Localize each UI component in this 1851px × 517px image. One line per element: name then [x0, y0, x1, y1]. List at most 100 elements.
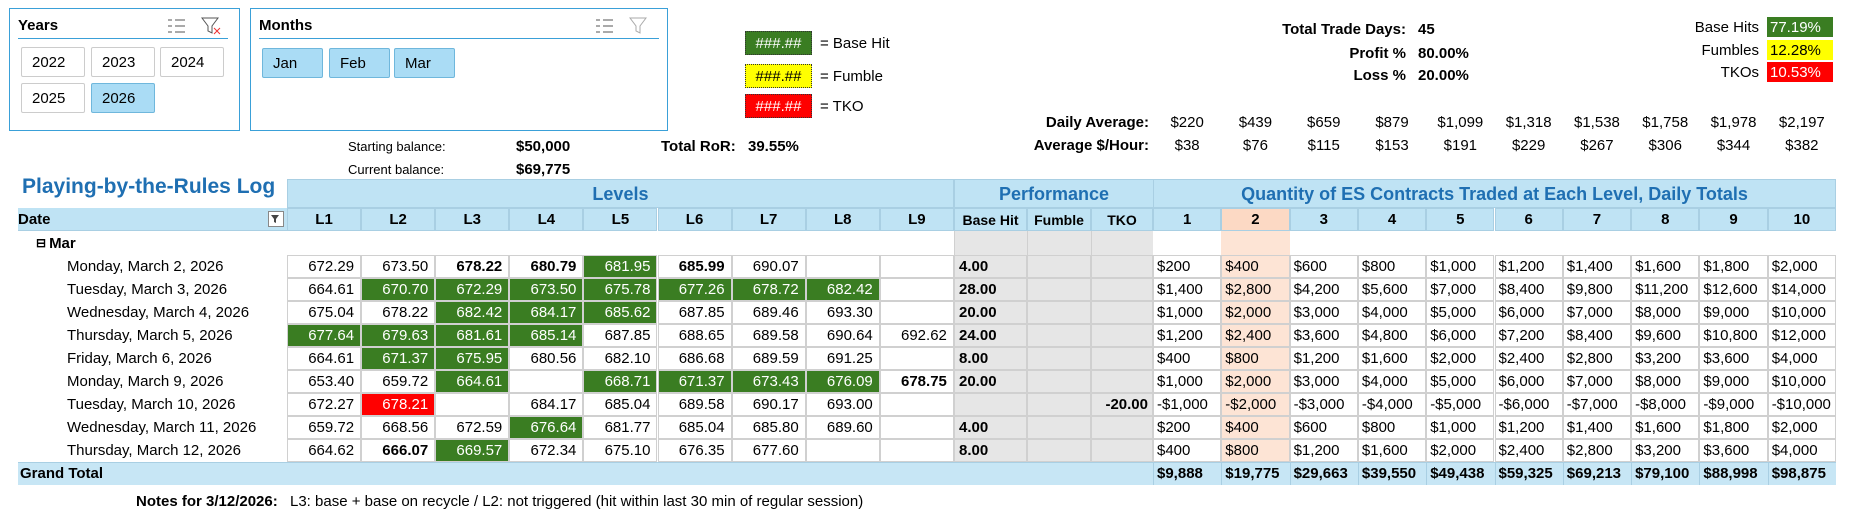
average-value: $229 — [1511, 136, 1546, 154]
level-cell: 675.10 — [583, 439, 658, 462]
total-cell: $1,800 — [1699, 255, 1768, 278]
header-cell: Date — [18, 208, 287, 231]
date-cell: Tuesday, March 3, 2026 — [67, 281, 228, 298]
slicer-button[interactable]: Mar — [394, 48, 455, 78]
level-cell: 693.00 — [805, 393, 880, 416]
balance-value: $69,775 — [516, 160, 571, 178]
slicer-button[interactable]: Feb — [329, 48, 390, 78]
level-cell: 690.64 — [805, 324, 880, 347]
level-cell: 690.07 — [731, 255, 806, 278]
slicer-button[interactable]: 2024 — [160, 47, 224, 77]
date-cell: Monday, March 2, 2026 — [67, 258, 224, 275]
level-cell: 686.68 — [657, 347, 732, 370]
header-cell: 7 — [1562, 208, 1632, 231]
legend-label: = Fumble — [820, 67, 883, 85]
level-cell: 672.59 — [435, 416, 510, 439]
total-cell: $7,000 — [1562, 301, 1632, 324]
level-cell: 676.35 — [657, 439, 732, 462]
summary-label: Profit % — [1349, 44, 1406, 62]
level-cell: 687.85 — [583, 324, 658, 347]
date-cell: Thursday, March 12, 2026 — [67, 442, 241, 459]
ror-label: Total RoR: — [661, 137, 736, 155]
group-header: Quantity of ES Contracts Traded at Each … — [1153, 179, 1836, 208]
level-cell: 693.30 — [805, 301, 880, 324]
total-cell: $1,000 — [1426, 255, 1495, 278]
level-cell — [805, 255, 880, 278]
level-cell — [879, 416, 954, 439]
performance-cell: 8.00 — [954, 439, 1027, 462]
slicer-button[interactable]: Jan — [262, 48, 323, 78]
date-cell: Thursday, March 5, 2026 — [67, 327, 233, 344]
level-cell: 689.60 — [805, 416, 880, 439]
performance-cell: 20.00 — [954, 301, 1027, 324]
level-cell: 682.42 — [435, 301, 510, 324]
level-cell: 678.22 — [361, 301, 436, 324]
total-cell: $1,200 — [1289, 347, 1358, 370]
header-cell: Base Hit — [954, 208, 1027, 231]
average-label: Daily Average: — [1045, 113, 1149, 131]
performance-cell — [1027, 439, 1091, 462]
total-cell: $4,800 — [1357, 324, 1427, 347]
total-cell: -$3,000 — [1289, 393, 1358, 416]
total-cell: $3,200 — [1631, 439, 1700, 462]
grand-total-cell: $49,438 — [1426, 462, 1494, 485]
summary-value: 80.00% — [1418, 44, 1469, 62]
level-cell — [879, 439, 954, 462]
total-cell: $400 — [1221, 255, 1290, 278]
total-cell: $1,000 — [1426, 416, 1495, 439]
date-cell: Wednesday, March 11, 2026 — [67, 419, 257, 436]
slicer-rule — [259, 38, 659, 39]
total-cell: $5,600 — [1357, 278, 1427, 301]
header-cell: 10 — [1767, 208, 1836, 231]
total-cell: -$9,000 — [1699, 393, 1768, 416]
total-cell: -$1,000 — [1153, 393, 1222, 416]
performance-cell — [1091, 347, 1153, 370]
total-cell: $4,000 — [1767, 439, 1836, 462]
header-cell: 2 — [1221, 208, 1290, 231]
slicer-button[interactable]: 2025 — [21, 83, 85, 113]
level-cell: 677.60 — [731, 439, 806, 462]
legend-swatch: ###.## — [745, 94, 812, 118]
performance-cell — [1027, 393, 1091, 416]
notes-label: Notes for 3/12/2026: — [136, 492, 278, 510]
level-cell: 672.27 — [287, 393, 362, 416]
slicer-button[interactable]: 2026 — [91, 83, 155, 113]
grand-total-cell: $69,213 — [1562, 462, 1631, 485]
total-cell: -$5,000 — [1426, 393, 1495, 416]
header-cell: L2 — [361, 208, 436, 231]
level-cell: 691.25 — [805, 347, 880, 370]
performance-cell — [1091, 324, 1153, 347]
total-cell: $7,000 — [1562, 370, 1632, 393]
slicer-icons[interactable] — [594, 15, 654, 37]
total-cell: $4,200 — [1289, 278, 1358, 301]
slicer-button[interactable]: 2023 — [91, 47, 155, 77]
summary-value: 20.00% — [1418, 66, 1469, 84]
date-cell: Wednesday, March 4, 2026 — [67, 304, 250, 321]
header-cell: L8 — [805, 208, 880, 231]
total-cell: $14,000 — [1767, 278, 1836, 301]
total-cell: $5,000 — [1426, 301, 1495, 324]
performance-cell — [1027, 255, 1091, 278]
group-header: Performance — [954, 179, 1154, 208]
average-value: $382 — [1785, 136, 1819, 154]
rate-value: 12.28% — [1767, 40, 1833, 60]
slicer-button[interactable]: 2022 — [21, 47, 85, 77]
total-cell: $6,000 — [1494, 301, 1563, 324]
filter-button[interactable] — [268, 211, 284, 227]
level-cell: 671.37 — [657, 370, 732, 393]
total-cell: $1,200 — [1494, 255, 1563, 278]
total-cell: $10,000 — [1767, 301, 1836, 324]
collapse-icon[interactable]: ⊟ — [36, 236, 47, 250]
level-cell: 670.70 — [361, 278, 436, 301]
level-cell: 684.17 — [509, 301, 584, 324]
slicer-icons[interactable] — [166, 15, 226, 37]
total-cell: $2,800 — [1562, 347, 1632, 370]
level-cell: 664.61 — [287, 278, 362, 301]
total-cell: $6,000 — [1494, 370, 1563, 393]
header-cell: Fumble — [1027, 208, 1091, 231]
average-value: $1,978 — [1710, 113, 1757, 131]
level-cell: 685.14 — [509, 324, 584, 347]
level-cell: 680.56 — [509, 347, 584, 370]
total-cell: $200 — [1153, 416, 1222, 439]
total-cell: $1,200 — [1494, 416, 1563, 439]
